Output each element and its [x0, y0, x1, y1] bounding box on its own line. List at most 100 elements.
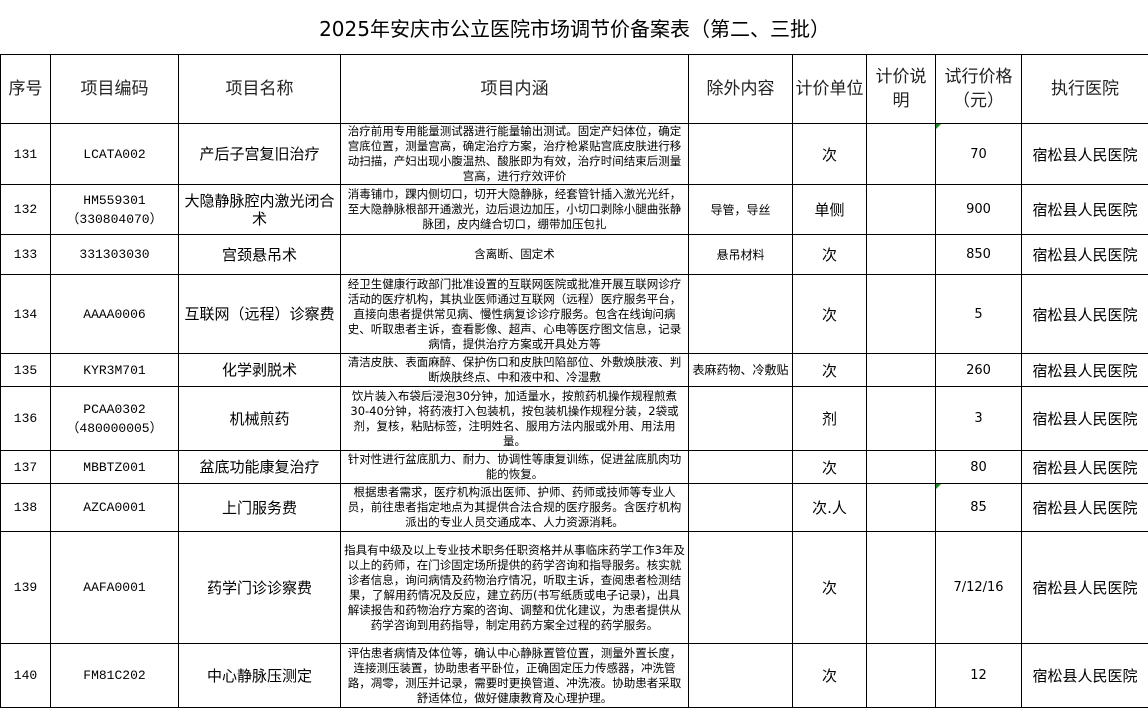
cell-seq: 140 [0, 643, 51, 708]
comment-marker-icon [936, 124, 941, 129]
cell-seq: 134 [0, 274, 51, 354]
price-value: 3 [974, 411, 983, 426]
header-price: 试行价格（元） [935, 54, 1022, 124]
header-unit: 计价单位 [792, 54, 867, 124]
code-primary: PCAA0302 [83, 401, 146, 417]
cell-hospital: 宿松县人民医院 [1020, 643, 1148, 708]
header-hospital: 执行医院 [1020, 54, 1148, 124]
cell-content: 指具有中级及以上专业技术职务任职资格并从事临床药学工作3年及以上的药师，在门诊固… [340, 531, 689, 644]
cell-note [866, 234, 936, 275]
cell-code: AAAA0006 [50, 274, 179, 354]
cell-hospital: 宿松县人民医院 [1020, 123, 1148, 185]
cell-unit: 次 [792, 450, 867, 484]
code-secondary: （330804070） [66, 211, 163, 227]
cell-price: 3 [935, 386, 1022, 451]
cell-price: 80 [935, 450, 1022, 484]
table-row: 140 FM81C202 中心静脉压测定 评估患者病情及体位等，确认中心静脉置管位置，… [0, 643, 1148, 708]
cell-note [866, 274, 936, 354]
cell-unit: 单侧 [792, 184, 867, 235]
cell-content: 消毒铺巾，踝内侧切口，切开大隐静脉，经套管针插入激光光纤，至大隐静脉根部开通激光… [340, 184, 689, 235]
cell-name: 化学剥脱术 [178, 353, 341, 387]
price-value: 85 [970, 500, 987, 515]
cell-code: AZCA0001 [50, 483, 179, 532]
cell-price: 900 [935, 184, 1022, 235]
cell-name: 宫颈悬吊术 [178, 234, 341, 275]
cell-code: AAFA0001 [50, 531, 179, 644]
code-primary: KYR3M701 [83, 362, 146, 378]
cell-code: 331303030 [50, 234, 179, 275]
cell-note [866, 450, 936, 484]
cell-price: 260 [935, 353, 1022, 387]
header-note: 计价说明 [866, 54, 936, 124]
cell-code: KYR3M701 [50, 353, 179, 387]
header-excluded: 除外内容 [688, 54, 793, 124]
cell-unit: 次 [792, 234, 867, 275]
cell-content: 清洁皮肤、表面麻醉、保护伤口和皮肤凹陷部位、外敷焕肤液、判断焕肤终点、中和液中和… [340, 353, 689, 387]
cell-excluded: 导管，导丝 [688, 184, 793, 235]
header-code: 项目编码 [50, 54, 179, 124]
price-value: 5 [974, 306, 983, 322]
code-primary: 331303030 [79, 247, 150, 262]
cell-content: 评估患者病情及体位等，确认中心静脉置管位置，测量外置长度，连接测压装置，协助患者… [340, 643, 689, 708]
cell-excluded [688, 643, 793, 708]
code-secondary: （480000005） [66, 420, 163, 436]
cell-seq: 138 [0, 483, 51, 532]
header-seq: 序号 [0, 54, 51, 124]
cell-hospital: 宿松县人民医院 [1020, 353, 1148, 387]
cell-price: 85 [935, 483, 1022, 532]
cell-hospital: 宿松县人民医院 [1020, 531, 1148, 644]
table-row: 132 HM559301 （330804070） 大隐静脉腔内激光闭合术 消毒铺巾，踝内… [0, 184, 1148, 235]
cell-unit: 次 [792, 274, 867, 354]
cell-seq: 133 [0, 234, 51, 275]
price-value: 7/12/16 [953, 580, 1004, 595]
cell-name: 互联网（远程）诊察费 [178, 274, 341, 354]
code-primary: AAAA0006 [83, 306, 146, 322]
cell-content: 饮片装入布袋后浸泡30分钟，加适量水，按煎药机操作规程煎煮30-40分钟，将药液… [340, 386, 689, 451]
cell-price: 70 [935, 123, 1022, 185]
cell-note [866, 353, 936, 387]
table-row: 139 AAFA0001 药学门诊诊察费 指具有中级及以上专业技术职务任职资格并从事临… [0, 531, 1148, 644]
price-value: 70 [970, 146, 987, 162]
cell-content: 治疗前用专用能量测试器进行能量输出测试。固定产妇体位，确定宫底位置，测量宫高，确… [340, 123, 689, 185]
cell-code: LCATA002 [50, 123, 179, 185]
code-primary: AAFA0001 [83, 580, 146, 595]
cell-note [866, 483, 936, 532]
cell-price: 5 [935, 274, 1022, 354]
cell-excluded [688, 123, 793, 185]
code-primary: HM559301 [83, 192, 146, 208]
cell-excluded [688, 274, 793, 354]
cell-note [866, 184, 936, 235]
cell-excluded [688, 483, 793, 532]
cell-unit: 次.人 [792, 483, 867, 532]
cell-excluded: 悬吊材料 [688, 234, 793, 275]
cell-name: 产后子宫复旧治疗 [178, 123, 341, 185]
cell-seq: 135 [0, 353, 51, 387]
cell-hospital: 宿松县人民医院 [1020, 386, 1148, 451]
price-value: 850 [966, 247, 991, 262]
table-row: 131 LCATA002 产后子宫复旧治疗 治疗前用专用能量测试器进行能量输出测试。固… [0, 123, 1148, 185]
cell-name: 中心静脉压测定 [178, 643, 341, 708]
cell-name: 盆底功能康复治疗 [178, 450, 341, 484]
cell-code: PCAA0302 （480000005） [50, 386, 179, 451]
cell-price: 12 [935, 643, 1022, 708]
header-content: 项目内涵 [340, 54, 689, 124]
price-value: 80 [970, 459, 987, 475]
cell-unit: 次 [792, 643, 867, 708]
cell-seq: 132 [0, 184, 51, 235]
cell-hospital: 宿松县人民医院 [1020, 234, 1148, 275]
table-row: 138 AZCA0001 上门服务费 根据患者需求，医疗机构派出医师、护师、药师或技师… [0, 483, 1148, 532]
cell-hospital: 宿松县人民医院 [1020, 483, 1148, 532]
cell-excluded [688, 386, 793, 451]
price-value: 900 [966, 202, 991, 217]
cell-name: 大隐静脉腔内激光闭合术 [178, 184, 341, 235]
table-row: 133 331303030 宫颈悬吊术 含离断、固定术 悬吊材料次 850 宿松县人民医院 [0, 234, 1148, 275]
cell-price: 850 [935, 234, 1022, 275]
cell-code: FM81C202 [50, 643, 179, 708]
table-row: 137 MBBTZ001 盆底功能康复治疗 针对性进行盆底肌力、耐力、协调性等康复训练… [0, 450, 1148, 484]
table-row: 135 KYR3M701 化学剥脱术 清洁皮肤、表面麻醉、保护伤口和皮肤凹陷部位、外敷… [0, 353, 1148, 387]
cell-code: HM559301 （330804070） [50, 184, 179, 235]
cell-content: 针对性进行盆底肌力、耐力、协调性等康复训练，促进盆底肌肉功能的恢复。 [340, 450, 689, 484]
cell-unit: 剂 [792, 386, 867, 451]
cell-unit: 次 [792, 123, 867, 185]
